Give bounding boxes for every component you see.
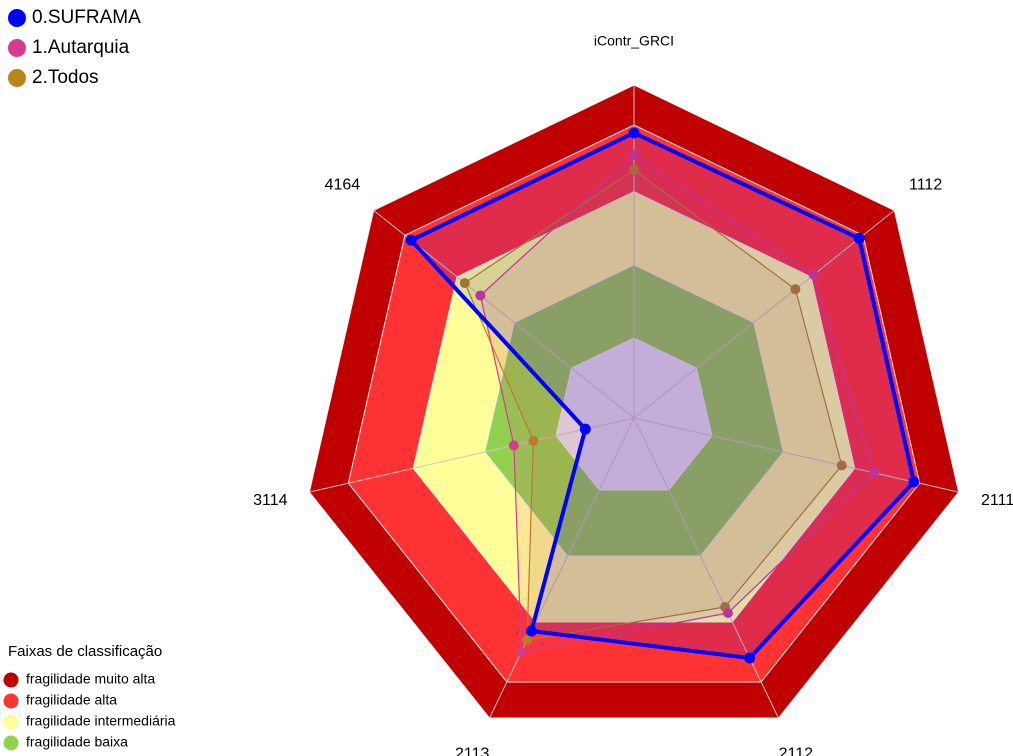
point xyxy=(579,423,591,435)
point xyxy=(790,284,801,295)
point xyxy=(853,232,865,244)
band-label: fragilidade muito alta xyxy=(26,671,155,687)
point xyxy=(908,476,920,488)
point xyxy=(744,652,756,664)
legend-label: 1.Autarquia xyxy=(32,37,130,58)
point xyxy=(508,440,519,451)
point xyxy=(525,625,537,637)
legend-marker xyxy=(8,9,26,27)
band-marker xyxy=(3,735,19,751)
legend-marker xyxy=(8,39,26,57)
series-layer xyxy=(405,127,920,664)
point xyxy=(629,149,639,160)
point xyxy=(808,269,819,280)
point xyxy=(628,127,640,139)
band-label: fragilidade alta xyxy=(26,692,117,708)
point xyxy=(836,460,847,471)
bands-legend: fragilidade muito alta fragilidade alta fr… xyxy=(3,671,176,751)
axis-label: 1112 xyxy=(909,177,942,194)
point xyxy=(722,608,733,619)
axis-label: iContr_GRCI xyxy=(594,33,674,49)
band-marker xyxy=(3,693,19,709)
point xyxy=(629,164,639,175)
spoke xyxy=(633,209,895,419)
spoke xyxy=(633,417,959,493)
band-label: fragilidade intermediária xyxy=(26,713,176,729)
labels: iContr_GRCI 1112 2111 2112 2113 3114 4164 xyxy=(253,33,1013,756)
axis-label: 2111 xyxy=(981,492,1013,509)
legend-label: 0.SUFRAMA xyxy=(32,7,141,28)
spoke xyxy=(633,417,779,719)
axis-label: 2113 xyxy=(455,745,490,756)
band-label: fragilidade baixa xyxy=(26,734,128,750)
point xyxy=(528,435,539,446)
point xyxy=(516,647,527,658)
point xyxy=(522,635,533,646)
band-marker xyxy=(3,672,19,688)
bands-title: Faixas de classificação xyxy=(8,643,162,660)
legend: 0.SUFRAMA 1.Autarquia 2.Todos xyxy=(8,7,141,88)
point xyxy=(869,467,880,478)
band-marker xyxy=(3,714,19,730)
point xyxy=(405,234,417,246)
axis-label: 3114 xyxy=(253,492,288,509)
series-area xyxy=(409,130,916,661)
legend-marker xyxy=(8,69,26,87)
point xyxy=(475,290,486,301)
point xyxy=(459,278,470,289)
spoke xyxy=(489,417,635,719)
legend-label: 2.Todos xyxy=(32,67,99,88)
axis-label: 4164 xyxy=(325,177,361,194)
axis-label: 2112 xyxy=(779,745,814,756)
spoke xyxy=(309,417,635,493)
